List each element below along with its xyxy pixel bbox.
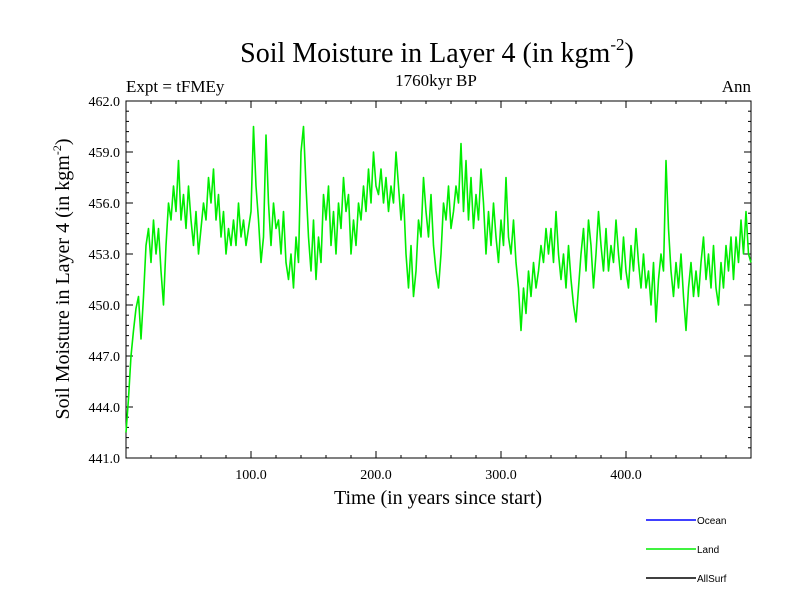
y-tick-label: 453.0 — [89, 248, 121, 263]
y-tick-label: 450.0 — [89, 299, 121, 314]
y-tick-label: 456.0 — [89, 197, 121, 212]
y-tick-label: 444.0 — [89, 401, 121, 416]
x-tick-label: 300.0 — [485, 468, 517, 483]
chart-title-superscript: -2 — [610, 35, 624, 54]
x-axis: 100.0 200.0 300.0 400.0 — [150, 101, 727, 483]
x-tick-label: 400.0 — [610, 468, 642, 483]
y-axis-label-main: Soil Moisture in Layer 4 (in kgm — [52, 155, 74, 420]
y-tick-label: 462.0 — [89, 95, 121, 110]
legend-label-allsurf: AllSurf — [697, 574, 727, 585]
x-axis-label: Time (in years since start) — [334, 487, 542, 509]
chart-title-main: Soil Moisture in Layer 4 (in kgm — [240, 38, 610, 69]
series-line-land — [125, 125, 752, 433]
y-axis-label-superscript: -2 — [50, 145, 64, 155]
legend: Ocean Land AllSurf — [646, 516, 727, 585]
chart-title: Soil Moisture in Layer 4 (in kgm-2) — [240, 35, 634, 69]
series-layer — [125, 125, 752, 433]
x-tick-label: 100.0 — [235, 468, 267, 483]
legend-label-land: Land — [697, 545, 719, 556]
legend-label-ocean: Ocean — [697, 516, 726, 527]
subtitle-season: Ann — [722, 77, 752, 96]
subtitle-experiment: Expt = tFMEy — [126, 77, 225, 96]
subtitle-period: 1760kyr BP — [395, 71, 477, 90]
y-tick-label: 441.0 — [89, 452, 121, 467]
y-tick-label: 447.0 — [89, 350, 121, 365]
chart-title-close: ) — [625, 38, 634, 69]
y-axis-label-close: ) — [52, 138, 74, 145]
x-tick-label: 200.0 — [360, 468, 392, 483]
y-axis-label: Soil Moisture in Layer 4 (in kgm-2) — [50, 138, 74, 419]
y-axis: 441.0 444.0 447.0 450.0 453.0 456.0 459.0 462.0 — [89, 95, 751, 467]
y-tick-label: 459.0 — [89, 146, 121, 161]
plot-frame — [125, 100, 752, 459]
